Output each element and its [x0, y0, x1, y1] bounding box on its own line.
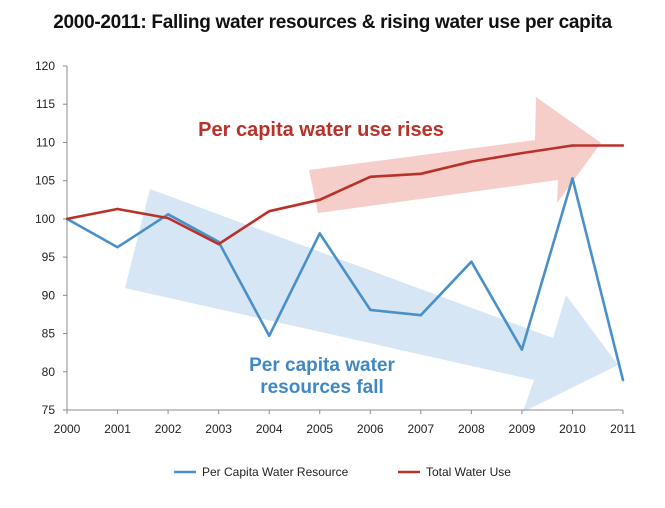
data-point-per-capita-water-resource — [166, 213, 170, 216]
x-tick-label: 2007 — [407, 422, 434, 436]
data-point-total-water-use — [65, 217, 69, 221]
data-point-total-water-use — [470, 160, 473, 163]
data-point-total-water-use — [369, 175, 372, 179]
x-tick-label: 2011 — [610, 422, 636, 436]
x-tick-label: 2002 — [155, 422, 182, 436]
y-tick-label: 100 — [35, 212, 55, 226]
series-layer — [65, 144, 625, 382]
data-point-per-capita-water-resource — [318, 232, 321, 235]
legend-label: Total Water Use — [426, 465, 511, 479]
data-point-per-capita-water-resource — [470, 260, 473, 263]
x-tick-label: 2003 — [205, 422, 232, 436]
data-point-total-water-use — [116, 207, 119, 211]
data-point-per-capita-water-resource — [571, 177, 574, 180]
data-point-total-water-use — [571, 144, 574, 147]
y-tick-label: 95 — [42, 250, 56, 264]
legend-label: Per Capita Water Resource — [202, 465, 349, 479]
x-tick-label: 2001 — [104, 422, 131, 436]
annotation-arrows — [125, 97, 618, 412]
data-point-total-water-use — [520, 151, 524, 155]
resources-fall-arrow — [125, 189, 618, 412]
data-point-per-capita-water-resource — [369, 308, 372, 312]
water-use-rises-arrow — [309, 97, 601, 213]
y-tick-label: 105 — [35, 174, 55, 188]
x-tick-label: 2009 — [509, 422, 536, 436]
y-tick-label: 80 — [42, 365, 56, 379]
data-point-total-water-use — [166, 216, 170, 220]
data-point-per-capita-water-resource — [116, 245, 119, 249]
chart-legend: Per Capita Water Resource Total Water Use — [174, 465, 511, 479]
resources-fall-label-line1: Per capita water — [249, 355, 395, 376]
y-tick-label: 85 — [42, 327, 56, 341]
x-tick-label: 2006 — [357, 422, 384, 436]
y-tick-label: 115 — [36, 97, 55, 111]
data-point-total-water-use — [419, 172, 423, 175]
y-tick-label: 75 — [42, 403, 56, 417]
x-tick-label: 2008 — [458, 422, 485, 436]
series-line-total-water-use — [66, 144, 623, 246]
data-point-total-water-use — [267, 210, 271, 213]
water-use-rises-label: Per capita water use rises — [198, 119, 444, 141]
resources-fall-label-line2: resources fall — [260, 377, 384, 398]
y-tick-label: 110 — [36, 135, 55, 149]
x-tick-label: 2004 — [256, 422, 283, 436]
data-point-per-capita-water-resource — [520, 348, 524, 351]
data-point-total-water-use — [217, 242, 220, 246]
data-point-per-capita-water-resource — [419, 314, 423, 317]
y-tick-label: 120 — [35, 59, 55, 73]
data-point-per-capita-water-resource — [621, 378, 625, 382]
chart-title: 2000-2011: Falling water resources & ris… — [53, 12, 612, 33]
data-point-total-water-use — [621, 144, 625, 147]
x-tick-label: 2010 — [559, 422, 586, 436]
series-line-per-capita-water-resource — [66, 177, 625, 381]
x-tick-label: 2005 — [306, 422, 333, 436]
data-point-per-capita-water-resource — [267, 334, 271, 338]
y-tick-label: 90 — [42, 288, 56, 302]
data-point-total-water-use — [318, 198, 321, 201]
chart-axes: 75 80 85 90 95 100 105 110 115 120 2000 2001 2002 200… — [35, 59, 636, 436]
x-tick-label: 2000 — [54, 422, 81, 436]
annotation-text-layer: Per capita water use rises Per capita wat… — [198, 119, 444, 398]
